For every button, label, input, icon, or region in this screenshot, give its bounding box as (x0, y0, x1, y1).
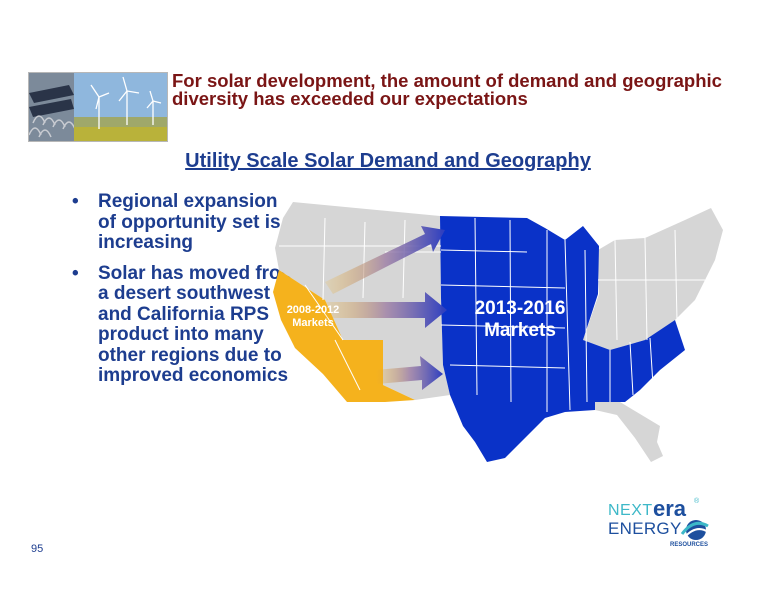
bullet-text: Regional expansion of opportunity set is… (98, 191, 281, 253)
late-markets-region (440, 216, 685, 462)
bullet-list: • Regional expansion of opportunity set … (70, 191, 300, 397)
us-map: 2008-2012 Markets 2013-2016 Markets (265, 190, 735, 470)
expansion-arrows (325, 226, 447, 390)
bullet-text: Solar has moved from a desert southwest … (98, 262, 298, 386)
slide-subtitle: Utility Scale Solar Demand and Geography (185, 150, 591, 172)
logo-energy-text: ENERGY (608, 519, 682, 538)
early-markets-region (273, 270, 415, 402)
bullet-item: • Solar has moved from a desert southwes… (70, 262, 300, 387)
bullet-item: • Regional expansion of opportunity set … (70, 191, 300, 254)
logo-swoosh-icon (680, 520, 709, 540)
logo-trademark: ® (694, 498, 700, 505)
logo-next-text: NEXT (608, 502, 653, 519)
page-number: 95 (31, 543, 44, 555)
slide-title: For solar development, the amount of dem… (172, 70, 722, 109)
logo-era-text: era (653, 496, 687, 521)
early-markets-label-year: 2008-2012 (287, 304, 340, 316)
bullet-icon: • (72, 191, 79, 212)
solar-wind-photo (28, 72, 168, 142)
early-markets-label-text: Markets (292, 317, 334, 329)
logo-resources-text: RESOURCES (670, 542, 709, 548)
company-logo: NEXT era ® ENERGY RESOURCES (596, 496, 726, 556)
state-borders (279, 217, 705, 412)
bullet-icon: • (72, 262, 79, 284)
late-markets-label-text: Markets (484, 320, 556, 341)
late-markets-label-year: 2013-2016 (475, 298, 566, 319)
